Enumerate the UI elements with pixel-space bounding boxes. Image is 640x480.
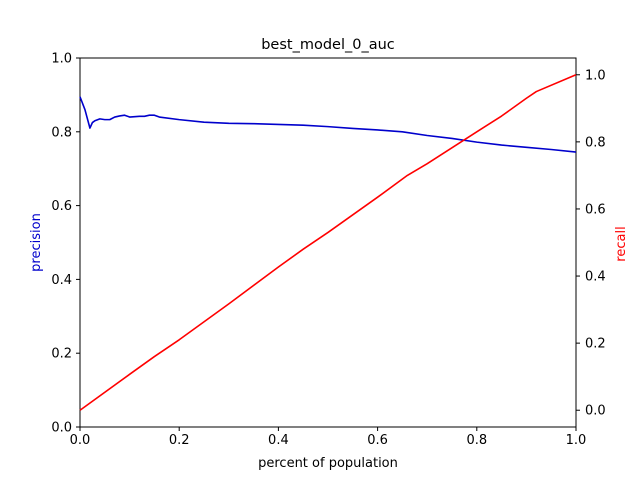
x-tick-label: 0.0 <box>70 433 91 448</box>
left-y-tick-label: 0.4 <box>51 273 72 288</box>
right-y-tick-label: 0.2 <box>585 337 606 352</box>
right-y-axis-ticks: 0.0 0.2 0.4 0.6 0.8 1.0 <box>576 68 606 419</box>
left-y-tick-label: 0.0 <box>51 421 72 436</box>
left-y-axis-label: precision <box>29 213 44 272</box>
right-y-tick-label: 1.0 <box>585 68 606 83</box>
left-y-tick-label: 0.2 <box>51 347 72 362</box>
plot-frame <box>79 57 577 428</box>
right-y-axis-label: recall <box>614 226 629 261</box>
left-y-tick-label: 0.6 <box>51 199 72 214</box>
x-tick-label: 0.6 <box>367 433 388 448</box>
right-y-tick-label: 0.8 <box>585 135 606 150</box>
x-axis-label: percent of population <box>258 456 398 471</box>
left-y-tick-label: 0.8 <box>51 125 72 140</box>
right-y-tick-label: 0.0 <box>585 404 606 419</box>
precision-line <box>79 96 577 153</box>
series-lines <box>79 74 577 411</box>
chart-title: best_model_0_auc <box>261 37 395 53</box>
right-y-tick-label: 0.6 <box>585 202 606 217</box>
x-tick-label: 0.8 <box>466 433 487 448</box>
x-tick-label: 0.2 <box>169 433 190 448</box>
x-axis-ticks: 0.0 0.2 0.4 0.6 0.8 1.0 <box>70 427 587 448</box>
x-tick-label: 1.0 <box>566 433 587 448</box>
x-tick-label: 0.4 <box>268 433 289 448</box>
recall-line <box>79 74 577 411</box>
right-y-tick-label: 0.4 <box>585 270 606 285</box>
left-y-axis-ticks: 0.0 0.2 0.4 0.6 0.8 1.0 <box>51 52 80 436</box>
left-y-tick-label: 1.0 <box>51 52 72 67</box>
